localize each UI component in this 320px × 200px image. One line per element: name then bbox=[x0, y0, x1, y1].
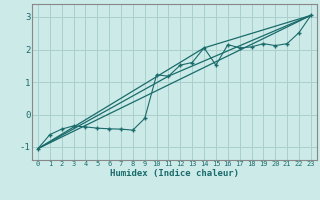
X-axis label: Humidex (Indice chaleur): Humidex (Indice chaleur) bbox=[110, 169, 239, 178]
